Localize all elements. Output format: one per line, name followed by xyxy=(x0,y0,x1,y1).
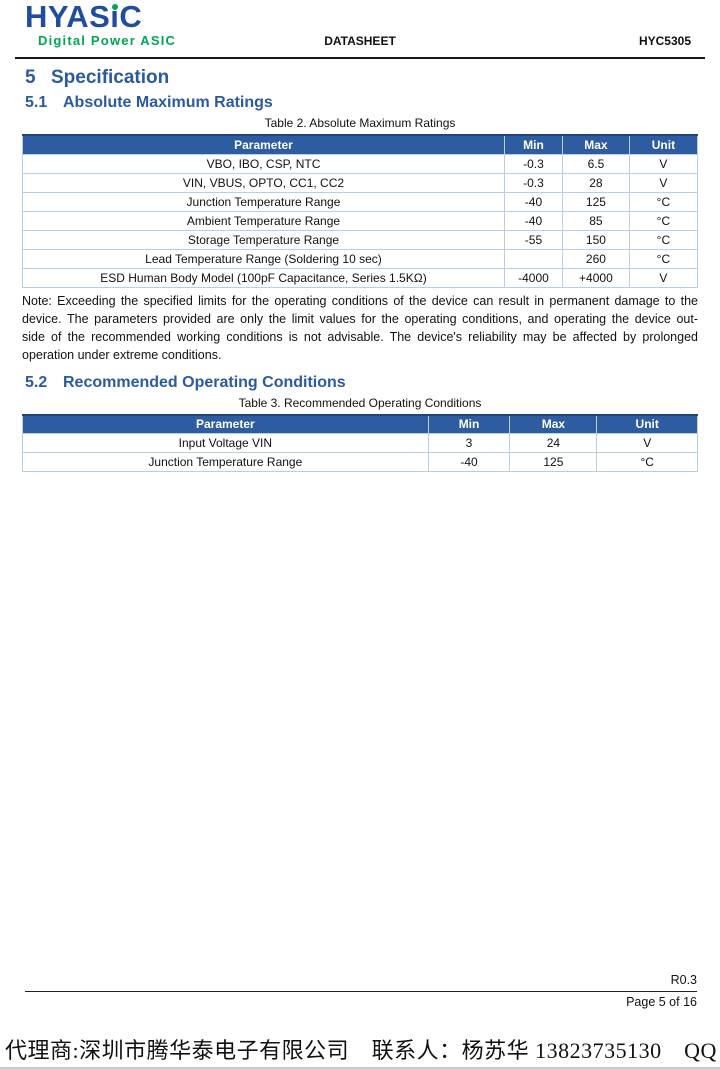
logo-part1: HYAS xyxy=(25,0,111,34)
logo-i-dot-icon xyxy=(111,4,118,10)
table-row: Input Voltage VIN 3 24 V xyxy=(22,433,698,453)
section-5-2-heading: 5.2 Recommended Operating Conditions xyxy=(25,373,720,393)
section-5-2-title: Recommended Operating Conditions xyxy=(63,373,346,391)
cell-unit: V xyxy=(596,433,698,453)
abs-max-note: Note: Exceeding the specified limits for… xyxy=(22,292,698,364)
header-doc-type: DATASHEET xyxy=(324,34,396,48)
cell-parameter: Input Voltage VIN xyxy=(22,433,429,453)
header-part-number: HYC5305 xyxy=(638,34,691,48)
logo-part2: C xyxy=(119,0,143,34)
cell-min: -0.3 xyxy=(503,153,564,174)
cell-min: 3 xyxy=(427,433,511,453)
logo-wordmark: HYASı C xyxy=(25,1,176,33)
cell-unit: °C xyxy=(628,191,699,212)
cell-min: -55 xyxy=(503,229,564,250)
note-line: Note: Exceeding the specified limits for… xyxy=(22,293,698,308)
col-header-max: Max xyxy=(562,134,630,155)
col-header-parameter: Parameter xyxy=(22,134,505,155)
table-row: Junction Temperature Range -40 125 °C xyxy=(22,191,699,212)
cell-unit: °C xyxy=(628,229,699,250)
revision-label: R0.3 xyxy=(25,973,697,992)
table-row: Lead Temperature Range (Soldering 10 sec… xyxy=(22,248,699,269)
cell-max: 85 xyxy=(562,210,630,231)
section-5-title: Specification xyxy=(51,67,170,88)
table-row: Storage Temperature Range -55 150 °C xyxy=(22,229,699,250)
cell-parameter: VBO, IBO, CSP, NTC xyxy=(22,153,505,174)
col-header-max: Max xyxy=(509,413,598,434)
cell-min: -4000 xyxy=(503,267,564,288)
cell-max: 260 xyxy=(562,248,630,269)
table3-caption: Table 3. Recommended Operating Condition… xyxy=(238,395,482,410)
col-header-unit: Unit xyxy=(628,134,699,155)
table-row: ESD Human Body Model (100pF Capacitance,… xyxy=(22,267,699,288)
cell-unit: °C xyxy=(628,248,699,269)
cell-max: +4000 xyxy=(562,267,630,288)
table-header-row: Parameter Min Max Unit xyxy=(22,413,698,434)
note-line: device. The parameters provided are only… xyxy=(22,311,698,326)
note-line: operation under extreme conditions. xyxy=(22,347,222,362)
cell-parameter: Lead Temperature Range (Soldering 10 sec… xyxy=(22,248,505,269)
table-row: Junction Temperature Range -40 125 °C xyxy=(22,452,698,472)
page-header: HYASı C Digital Power ASIC DATASHEET HYC5… xyxy=(0,0,720,59)
col-header-unit: Unit xyxy=(596,413,698,434)
table-header-row: Parameter Min Max Unit xyxy=(22,134,699,155)
note-line: side of the recommended working conditio… xyxy=(22,329,698,344)
absolute-maximum-ratings-table: Parameter Min Max Unit VBO, IBO, CSP, NT… xyxy=(22,134,699,288)
col-header-min: Min xyxy=(427,413,511,434)
cell-min: -40 xyxy=(503,210,564,231)
col-header-min: Min xyxy=(503,134,564,155)
cell-unit: °C xyxy=(628,210,699,231)
page-footer: R0.3 Page 5 of 16 xyxy=(25,973,697,1010)
cell-parameter: VIN, VBUS, OPTO, CC1, CC2 xyxy=(22,172,505,193)
cell-max: 24 xyxy=(509,433,598,453)
section-5-1-title: Absolute Maximum Ratings xyxy=(63,94,273,111)
hyasic-logo: HYASı C Digital Power ASIC xyxy=(25,1,177,49)
cell-parameter: Junction Temperature Range xyxy=(22,452,429,472)
cell-unit: V xyxy=(628,153,699,174)
table-row: VBO, IBO, CSP, NTC -0.3 6.5 V xyxy=(22,153,699,174)
cell-max: 150 xyxy=(562,229,630,250)
cell-unit: V xyxy=(628,172,699,193)
cell-max: 125 xyxy=(562,191,630,212)
cell-min: -0.3 xyxy=(503,172,564,193)
bottom-edge-line xyxy=(0,1067,720,1069)
cell-max: 6.5 xyxy=(562,153,630,174)
cell-min: -40 xyxy=(427,452,511,472)
cell-parameter: Junction Temperature Range xyxy=(22,191,505,212)
table-row: VIN, VBUS, OPTO, CC1, CC2 -0.3 28 V xyxy=(22,172,699,193)
table-row: Ambient Temperature Range -40 85 °C xyxy=(22,210,699,231)
logo-letter-i: ı xyxy=(110,0,120,34)
cell-max: 125 xyxy=(509,452,598,472)
col-header-parameter: Parameter xyxy=(22,413,429,434)
section-5-1-heading: 5.1 Absolute Maximum Ratings xyxy=(25,93,720,113)
distributor-contact-line: 代理商:深圳市腾华泰电子有限公司 联系人：杨苏华 13823735130 QQ：… xyxy=(5,1038,720,1063)
section-5-1-number: 5.1 xyxy=(25,94,48,111)
cell-min: -40 xyxy=(503,191,564,212)
section-5-2-number: 5.2 xyxy=(25,373,48,391)
page-number-label: Page 5 of 16 xyxy=(626,995,697,1009)
cell-parameter: Storage Temperature Range xyxy=(22,229,505,250)
cell-parameter: Ambient Temperature Range xyxy=(22,210,505,231)
header-divider xyxy=(15,57,705,59)
cell-unit: °C xyxy=(596,452,698,472)
section-5-number: 5 xyxy=(25,67,36,88)
table2-caption: Table 2. Absolute Maximum Ratings xyxy=(264,116,456,130)
section-5-heading: 5 Specification xyxy=(25,66,720,89)
cell-min xyxy=(503,248,564,269)
cell-parameter: ESD Human Body Model (100pF Capacitance,… xyxy=(22,267,505,288)
cell-unit: V xyxy=(628,267,699,288)
cell-max: 28 xyxy=(562,172,630,193)
logo-subtitle: Digital Power ASIC xyxy=(38,33,177,48)
recommended-operating-conditions-table: Parameter Min Max Unit Input Voltage VIN… xyxy=(22,413,698,472)
